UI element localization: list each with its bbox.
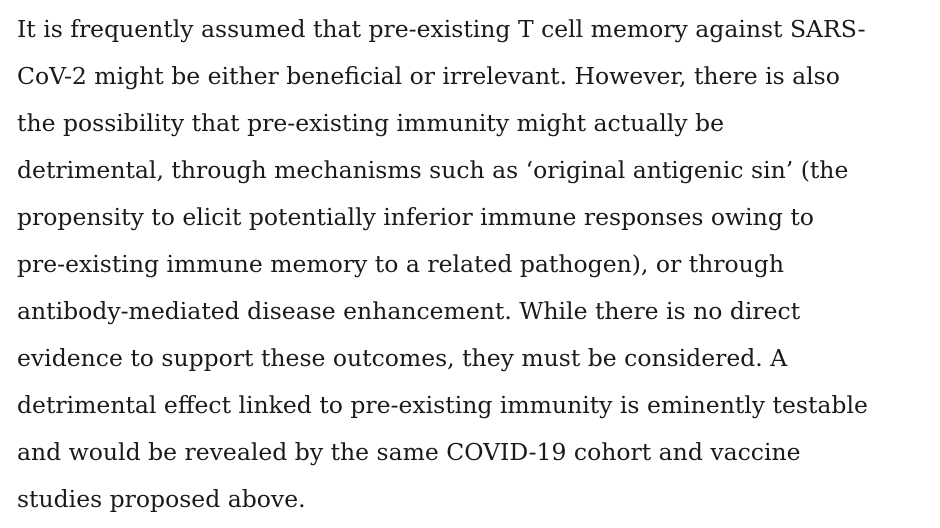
paragraph-line: antibody-mediated disease enhancement. W… <box>17 297 801 325</box>
paragraph-line: It is frequently assumed that pre-existi… <box>17 15 866 43</box>
paragraph-line: the possibility that pre-existing immuni… <box>17 109 724 137</box>
paragraph-line: propensity to elicit potentially inferio… <box>17 203 814 231</box>
paragraph-line: pre-existing immune memory to a related … <box>17 250 784 278</box>
paragraph-line: detrimental, through mechanisms such as … <box>17 156 849 184</box>
paragraph-line: detrimental effect linked to pre-existin… <box>17 391 868 419</box>
paragraph-line: CoV-2 might be either beneficial or irre… <box>17 62 840 90</box>
article-paragraph: It is frequently assumed that pre-existi… <box>17 6 940 523</box>
paragraph-line: studies proposed above. <box>17 485 306 513</box>
paragraph-line: evidence to support these outcomes, they… <box>17 344 788 372</box>
paragraph-line: and would be revealed by the same COVID-… <box>17 438 801 466</box>
